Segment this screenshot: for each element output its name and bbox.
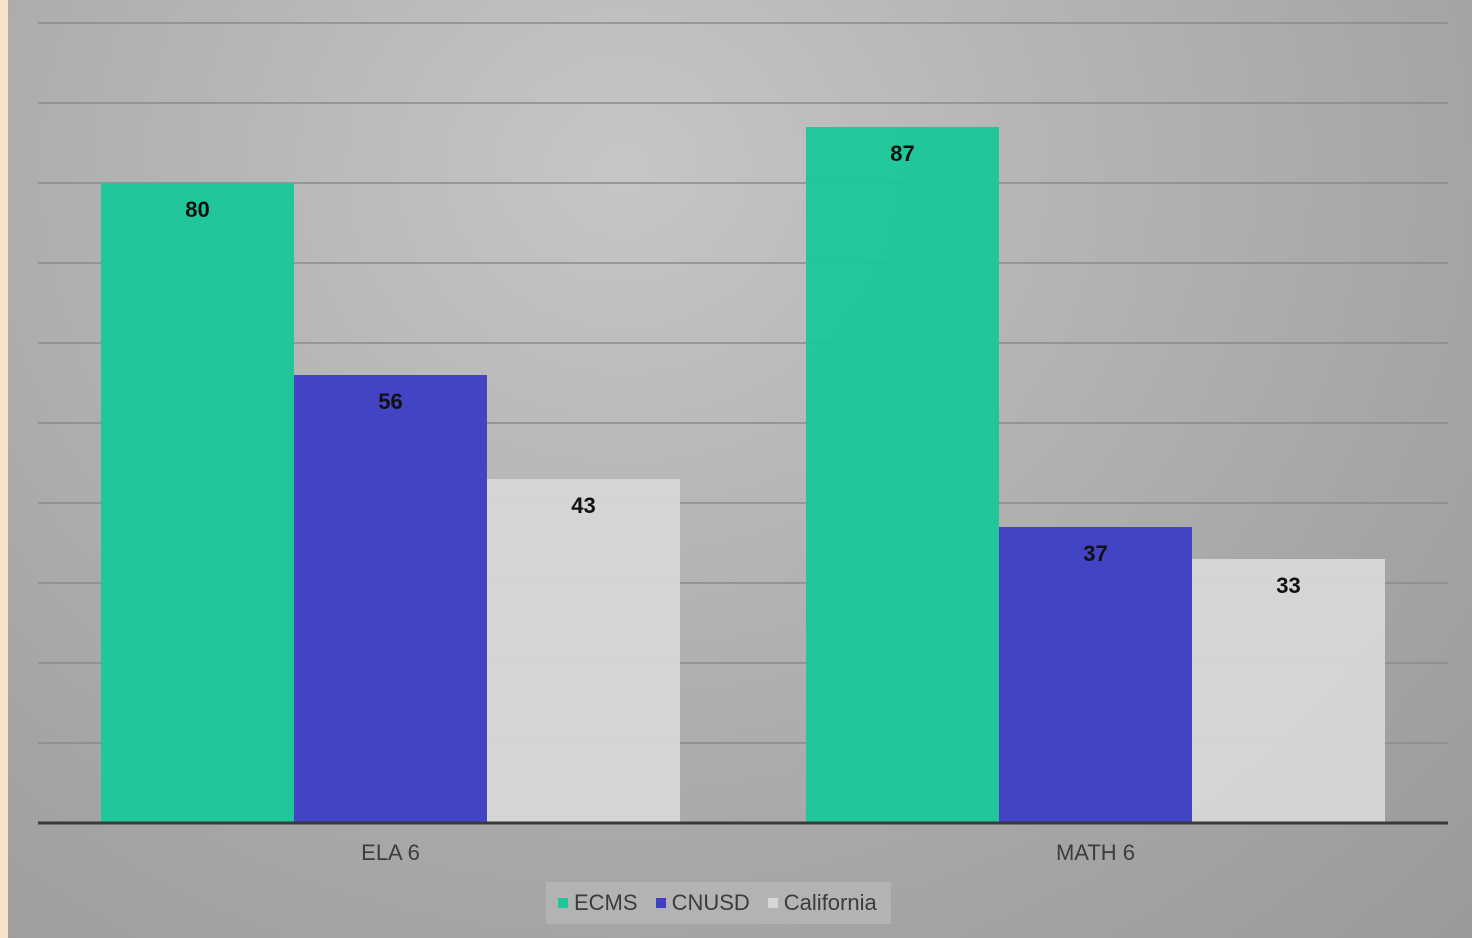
legend-item-cnusd: CNUSD	[655, 890, 750, 916]
x-tick-label: MATH 6	[1056, 840, 1135, 865]
legend-label-cnusd: CNUSD	[671, 890, 750, 915]
legend-label-california: California	[783, 890, 877, 915]
data-label: 37	[1083, 541, 1107, 566]
data-label: 56	[378, 389, 402, 414]
bar-ecms-1	[806, 127, 999, 823]
chart-area: 80 56 43 ELA 6 87 37 33 MATH 6 ECMS CNUSD Calif…	[8, 0, 1472, 938]
legend-item-ecms: ECMS	[558, 890, 638, 916]
bar-cnusd-0	[294, 375, 487, 823]
bar-california-0	[487, 479, 680, 823]
legend-label-ecms: ECMS	[574, 890, 638, 915]
bar-ecms-0	[101, 183, 294, 823]
data-label: 33	[1276, 573, 1300, 598]
bar-cnusd-1	[999, 527, 1192, 823]
data-label: 87	[890, 141, 914, 166]
legend-item-california: California	[767, 890, 877, 916]
data-label: 43	[571, 493, 595, 518]
legend-swatch-california	[767, 898, 778, 908]
chart-legend: ECMS CNUSD California	[546, 882, 891, 924]
x-tick-label: ELA 6	[361, 840, 420, 865]
legend-swatch-cnusd	[655, 898, 666, 908]
bar-chart: 80 56 43 ELA 6 87 37 33 MATH 6	[38, 22, 1448, 865]
legend-swatch-ecms	[558, 898, 568, 908]
data-label: 80	[185, 197, 209, 222]
bar-california-1	[1192, 559, 1385, 823]
